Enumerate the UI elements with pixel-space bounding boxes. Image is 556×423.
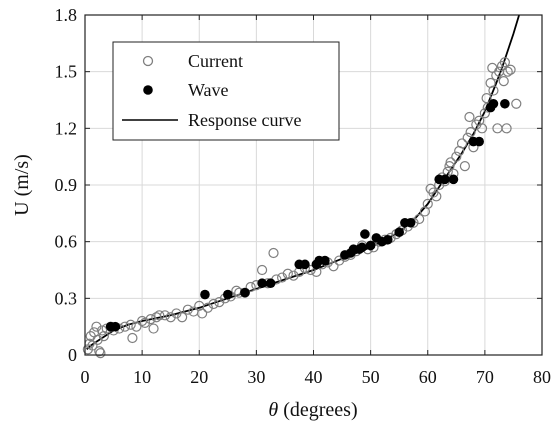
legend-current-label: Current [188, 51, 243, 71]
current-point [87, 340, 98, 351]
wave-point [360, 229, 370, 239]
wave-point [300, 259, 310, 270]
current-point [214, 297, 225, 308]
current-point [127, 332, 138, 344]
x-tick-label: 10 [133, 367, 151, 387]
x-tick-label: 30 [247, 367, 265, 387]
current-point [268, 247, 279, 259]
current-point [422, 198, 433, 209]
x-tick-label: 40 [305, 367, 323, 387]
current-point [459, 161, 470, 172]
x-tick-label: 60 [419, 367, 437, 387]
current-point [208, 298, 219, 310]
wave-point [240, 287, 250, 298]
x-axis-label-symbol: θ [268, 399, 278, 421]
wave-point [223, 289, 233, 300]
wave-point [357, 242, 367, 253]
y-axis-label: U (m/s) [11, 154, 33, 216]
legend-curve-label: Response curve [188, 110, 301, 130]
current-point [502, 66, 513, 77]
current-point [165, 312, 176, 323]
current-point [154, 310, 165, 321]
current-point [431, 191, 442, 202]
current-point [488, 85, 499, 96]
current-point [177, 312, 188, 323]
current-point [145, 314, 156, 325]
current-point [245, 281, 256, 293]
current-point [501, 123, 512, 134]
current-point [499, 57, 510, 68]
current-point [288, 270, 299, 281]
current-point [119, 321, 131, 332]
legend: Current Wave Response curve [112, 41, 340, 141]
current-point [125, 319, 136, 330]
current-point [159, 310, 171, 321]
wave-point [265, 278, 276, 289]
wave-point [382, 234, 393, 245]
current-point [148, 323, 159, 334]
current-point [414, 213, 425, 225]
current-point [171, 308, 182, 319]
current-point [202, 302, 213, 313]
y-tick-label: 0.6 [55, 232, 78, 252]
wave-series-layer [105, 98, 510, 332]
legend-wave-label: Wave [188, 80, 229, 100]
y-tick-label: 1.2 [55, 118, 78, 138]
current-point [476, 123, 488, 134]
current-point [498, 76, 509, 87]
wave-point [200, 289, 210, 300]
current-point [465, 127, 476, 138]
current-point [95, 348, 106, 359]
x-tick-label: 80 [533, 367, 551, 387]
wave-point [394, 227, 404, 238]
current-point [91, 321, 102, 332]
x-tick-label: 0 [81, 367, 90, 387]
y-axis-ticks: 0 0.3 0.6 0.9 1.2 1.5 1.8 [55, 5, 542, 365]
x-tick-label: 20 [190, 367, 208, 387]
current-point [451, 151, 462, 162]
current-point [511, 98, 522, 109]
current-point [456, 138, 468, 149]
x-tick-label: 70 [476, 367, 494, 387]
current-point [464, 111, 475, 123]
current-point [282, 268, 293, 279]
x-axis-label-unit: (degrees) [278, 399, 357, 421]
legend-current-marker [142, 55, 154, 67]
current-point [445, 157, 456, 168]
x-axis-label: θ (degrees) [268, 399, 357, 421]
current-point [197, 308, 208, 319]
current-point [256, 264, 268, 276]
current-point [334, 255, 345, 266]
current-point [479, 108, 490, 119]
y-tick-label: 1.8 [55, 5, 78, 25]
y-tick-label: 0.9 [55, 175, 78, 195]
current-point [182, 304, 193, 315]
current-point [94, 346, 105, 357]
wave-point [365, 240, 376, 251]
wave-point [448, 174, 459, 185]
y-tick-label: 1.5 [55, 62, 78, 82]
current-point [139, 317, 151, 328]
current-point [97, 325, 108, 336]
current-point [305, 264, 316, 276]
y-tick-label: 0.3 [55, 288, 78, 308]
wave-point [110, 321, 121, 332]
current-point [276, 272, 288, 283]
wave-point [474, 136, 484, 147]
wave-point [257, 278, 267, 289]
current-point [505, 64, 516, 75]
current-point [131, 321, 142, 332]
wave-point [488, 98, 499, 109]
x-tick-label: 50 [362, 367, 380, 387]
wave-point [440, 174, 450, 185]
current-point [328, 261, 339, 272]
y-tick-label: 0 [68, 345, 77, 365]
wave-point [405, 217, 416, 228]
wave-point [500, 98, 510, 109]
legend-wave-marker [143, 85, 153, 95]
wave-point [320, 255, 330, 266]
x-axis-ticks: 0 10 20 30 40 50 60 70 80 [81, 15, 551, 387]
